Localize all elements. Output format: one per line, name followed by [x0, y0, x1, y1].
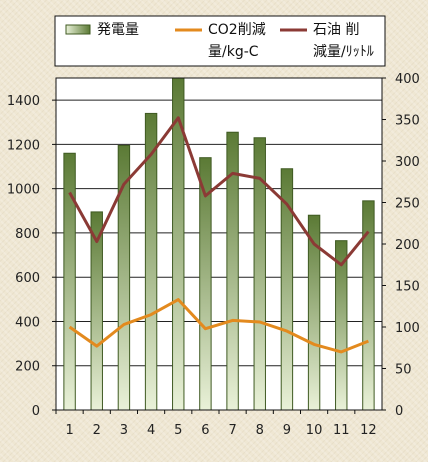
x-tick-label: 10 [306, 423, 323, 438]
gridlines [56, 99, 382, 367]
legend-label-oil-line1: 石油 削 [313, 22, 359, 38]
y-axis-left-ticks: 0 200 400 600 800 1000 1200 1400 [7, 94, 56, 419]
y-left-tick-label: 200 [15, 360, 40, 375]
legend-label-co2-line1: CO2削減 [208, 21, 266, 38]
legend-label-co2-line2: 量/kg-C [208, 44, 259, 60]
x-tick-label: 6 [201, 423, 209, 438]
y-left-tick-label: 1200 [7, 138, 40, 153]
line-series-co2 [68, 298, 369, 354]
x-tick-label: 11 [333, 423, 350, 438]
y-right-tick-label: 0 [395, 404, 403, 419]
y-right-tick-label: 50 [395, 363, 412, 378]
x-tick-label: 12 [360, 423, 377, 438]
x-axis-ticks: 1 2 3 4 5 6 7 8 9 10 11 12 [55, 410, 377, 438]
y-right-tick-label: 400 [395, 72, 420, 87]
x-tick-label: 9 [283, 423, 291, 438]
x-tick-label: 3 [120, 423, 128, 438]
y-left-tick-label: 800 [15, 227, 40, 242]
x-tick-label: 8 [256, 423, 264, 438]
bar-1 [63, 152, 76, 411]
y-left-tick-label: 1400 [7, 94, 40, 109]
y-right-tick-label: 100 [395, 321, 420, 336]
y-right-tick-label: 150 [395, 280, 420, 295]
x-tick-label: 2 [93, 423, 101, 438]
y-left-tick-label: 0 [32, 404, 40, 419]
y-right-tick-label: 250 [395, 197, 420, 212]
y-axis-right-ticks: 0 50 100 150 200 250 300 350 400 [382, 72, 420, 419]
line-series-oil [68, 116, 370, 267]
y-right-tick-label: 200 [395, 238, 420, 253]
bar-series-generation [63, 77, 375, 411]
y-left-tick-label: 1000 [7, 183, 40, 198]
y-left-tick-label: 600 [15, 271, 40, 286]
legend-frame [54, 15, 386, 67]
plot-area [56, 78, 382, 410]
x-tick-label: 4 [147, 423, 155, 438]
y-right-tick-label: 350 [395, 114, 420, 129]
legend-label-oil-line2: 減量/ﾘｯﾄﾙ [313, 43, 374, 60]
legend: 発電量 CO2削減 量/kg-C 石油 削 減量/ﾘｯﾄﾙ [54, 15, 386, 67]
x-tick-label: 5 [174, 423, 182, 438]
legend-swatch-generation [65, 24, 91, 35]
y-right-tick-label: 300 [395, 155, 420, 170]
x-tick-label: 7 [228, 423, 236, 438]
y-left-tick-label: 400 [15, 315, 40, 330]
legend-label-generation: 発電量 [97, 22, 139, 38]
x-tick-label: 1 [65, 423, 73, 438]
